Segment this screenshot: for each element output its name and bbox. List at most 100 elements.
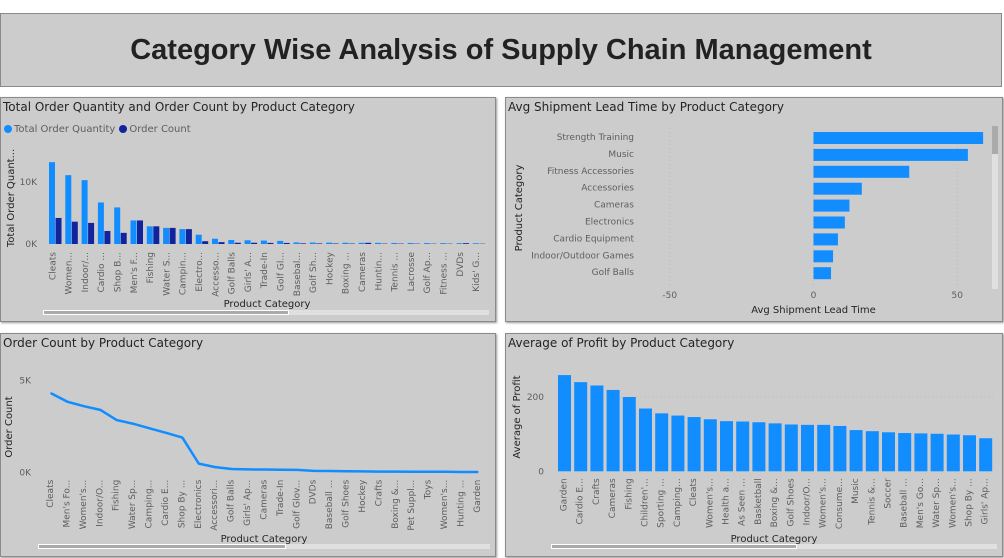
y-tick-label: 10K <box>20 178 38 188</box>
x-tick-label: -50 <box>662 291 677 301</box>
bar-total-order-quantity <box>244 240 251 244</box>
y-axis-title: Order Count <box>4 396 15 457</box>
horizontal-scrollbar[interactable] <box>551 544 997 549</box>
x-tick-label: Shop B... <box>113 252 123 292</box>
bar-lead-time <box>813 216 845 229</box>
bar-order-count <box>300 243 306 244</box>
qty-count-chart-panel[interactable]: Total Order Quantity and Order Count by … <box>0 97 496 322</box>
x-tick-label: Golf Shoes <box>786 478 796 526</box>
x-tick-label: Baseball ... <box>325 480 335 530</box>
scrollbar-thumb[interactable] <box>43 310 289 315</box>
bar-avg-profit <box>687 417 701 472</box>
x-tick-label: Electronics <box>194 479 204 528</box>
bar-lead-time <box>813 250 834 263</box>
bar-avg-profit <box>784 424 798 472</box>
y-tick-label: Accessories <box>581 184 634 194</box>
bar-lead-time <box>813 233 838 246</box>
x-tick-label: Tennis ... <box>391 252 401 293</box>
line-point <box>66 400 69 403</box>
line-point <box>115 419 118 421</box>
y-tick-label: Golf Balls <box>592 268 635 278</box>
x-axis-title: Product Category <box>731 534 818 545</box>
bar-avg-profit <box>882 432 895 472</box>
avg-profit-chart: 0 200 Garden Cardio E... Crafts Cameras Fishin… <box>512 375 996 545</box>
avg-profit-chart-panel[interactable]: Average of Profit by Product Category 0 2… <box>505 333 1003 557</box>
x-tick-label: Men's Go... <box>916 478 926 528</box>
bar-order-count <box>137 220 143 244</box>
line-point <box>263 468 266 471</box>
line-point <box>132 422 134 425</box>
bar-avg-profit <box>914 433 928 472</box>
bar-order-count <box>365 242 372 244</box>
vertical-scrollbar[interactable] <box>992 126 998 289</box>
x-tick-label: Golf Balls <box>227 479 237 522</box>
horizontal-scrollbar[interactable] <box>43 310 489 315</box>
x-tick-label: Cleats <box>48 252 58 280</box>
bar-total-order-quantity <box>260 240 267 244</box>
lead-time-chart: -50 0 50 Strength Training Music Fitness Acce… <box>514 128 984 316</box>
y-tick-label: Cameras <box>594 201 634 211</box>
bar-avg-profit <box>801 424 814 472</box>
x-tick-label: Women's... <box>948 478 958 528</box>
line-point <box>345 470 348 473</box>
x-tick-label: Electro... <box>195 252 205 292</box>
legend-item-total-order-quantity[interactable]: Total Order Quantity <box>4 124 115 135</box>
x-axis-title: Product Category <box>221 534 308 545</box>
x-tick-label: Boxing &... <box>391 480 401 529</box>
x-tick-label: Accesso... <box>211 252 221 297</box>
bar-total-order-quantity <box>456 243 463 244</box>
bar-avg-profit <box>720 421 733 472</box>
bar-avg-profit <box>946 434 960 472</box>
x-tick-label: Health a... <box>722 478 732 525</box>
bar-avg-profit <box>979 438 993 472</box>
bar-order-count <box>267 242 274 244</box>
line-point <box>214 466 216 468</box>
x-tick-label: Crafts <box>374 479 384 506</box>
chart-title: Total Order Quantity and Order Count by … <box>3 100 355 114</box>
bar-lead-time <box>813 148 968 161</box>
legend-item-order-count[interactable]: Order Count <box>119 124 191 135</box>
bar-avg-profit <box>752 422 766 472</box>
bar-total-order-quantity <box>212 238 218 244</box>
x-tick-label: Consume... <box>835 478 845 529</box>
x-tick-label: Toys <box>424 479 434 500</box>
x-tick-label: Women... <box>65 252 75 294</box>
bar-avg-profit <box>736 421 750 472</box>
chart-legend: Total Order Quantity Order Count <box>4 124 191 135</box>
bar-order-count <box>316 243 323 244</box>
bar-total-order-quantity <box>391 242 398 244</box>
y-tick-label: Music <box>608 150 634 160</box>
x-tick-label: Girls' Ap... <box>981 478 991 524</box>
order-count-line-panel[interactable]: Order Count by Product Category 0K 5K Clea… <box>0 333 496 557</box>
bar-order-count <box>120 232 127 244</box>
x-axis-title: Avg Shipment Lead Time <box>751 305 876 316</box>
bar-total-order-quantity <box>326 242 333 244</box>
lead-time-chart-panel[interactable]: Avg Shipment Lead Time by Product Catego… <box>505 97 1003 322</box>
x-tick-label: Boxing ... <box>342 252 352 294</box>
bar-total-order-quantity <box>146 226 153 244</box>
bar-avg-profit <box>833 425 847 472</box>
y-tick-label: Strength Training <box>557 133 634 143</box>
bar-total-order-quantity <box>309 242 316 244</box>
chart-title: Average of Profit by Product Category <box>508 336 735 350</box>
x-tick-label: Cameras <box>358 252 368 292</box>
line-point <box>50 392 52 395</box>
bar-total-order-quantity <box>179 229 186 244</box>
bar-avg-profit <box>606 389 620 472</box>
y-axis-title: Total Order Quant... <box>6 149 17 248</box>
bar-lead-time <box>813 182 862 195</box>
x-tick-label: Kids' G... <box>472 252 482 292</box>
bar-avg-profit <box>703 419 717 472</box>
scrollbar-thumb[interactable] <box>551 544 797 549</box>
x-tick-label: Campin... <box>179 252 189 295</box>
horizontal-scrollbar[interactable] <box>38 544 490 549</box>
x-tick-label: Fitness ... <box>439 252 449 295</box>
line-point <box>181 436 184 439</box>
order-count-line <box>50 392 478 474</box>
scrollbar-thumb[interactable] <box>38 544 286 549</box>
x-tick-label: DVDs <box>456 252 466 277</box>
scrollbar-thumb[interactable] <box>992 126 998 154</box>
x-tick-label: Pet Suppl... <box>407 480 417 531</box>
x-tick-label: Children'... <box>641 478 651 527</box>
y-axis-title: Product Category <box>514 165 525 252</box>
